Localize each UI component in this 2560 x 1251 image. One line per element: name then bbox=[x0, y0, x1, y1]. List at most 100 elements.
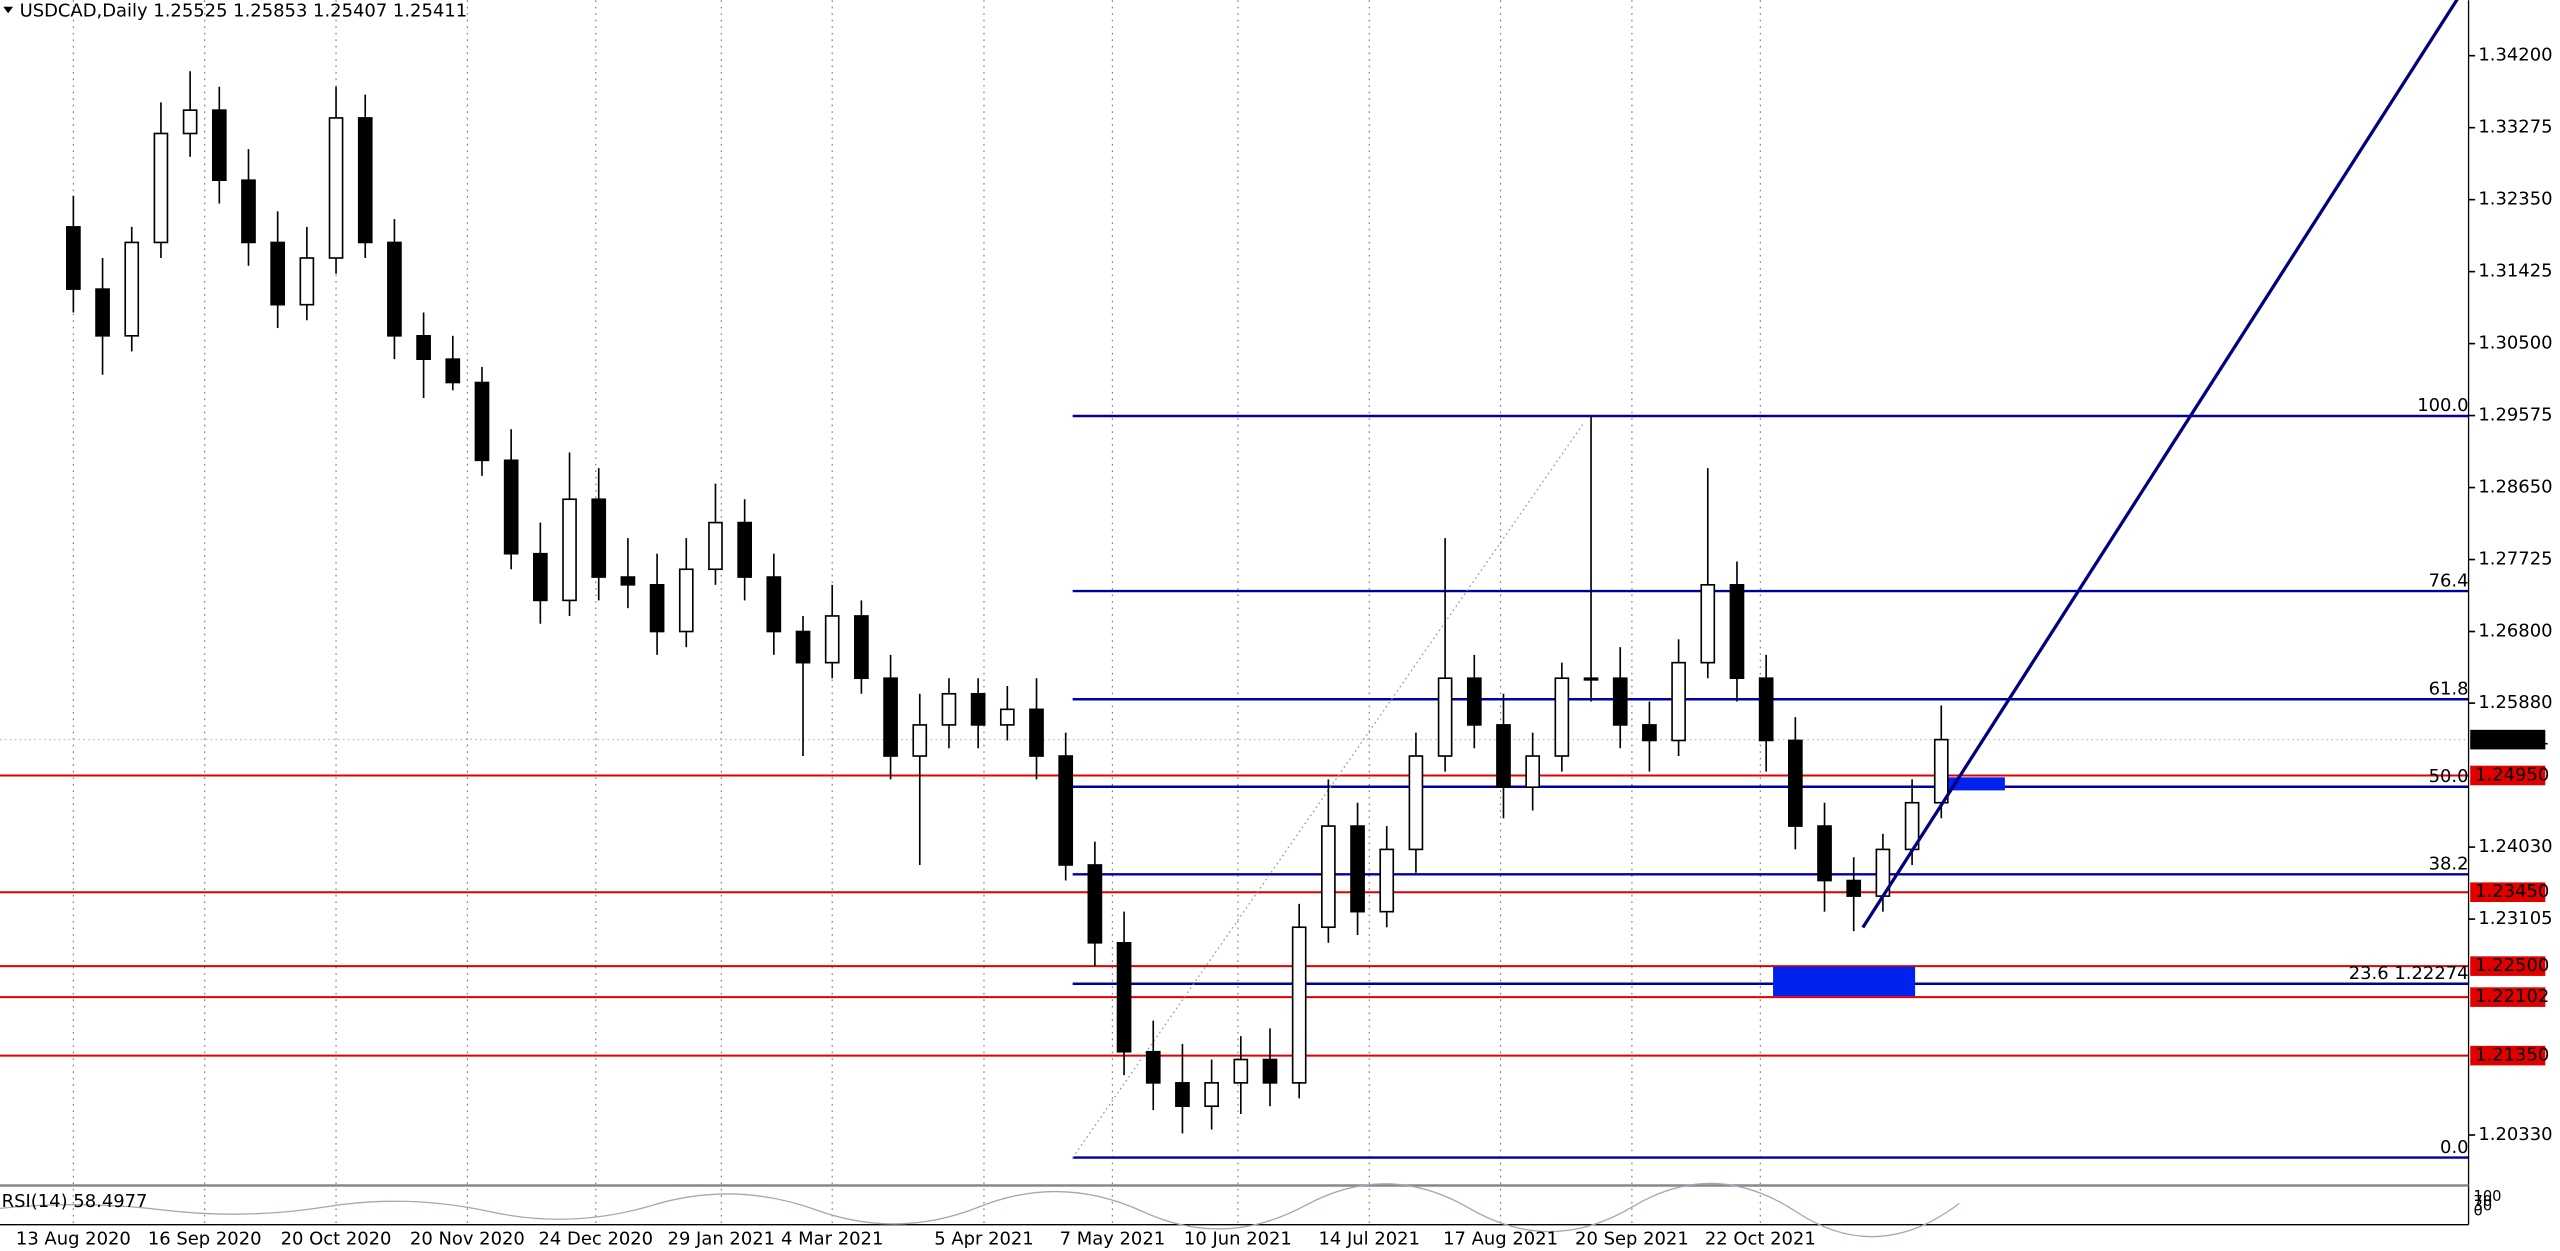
candle-body bbox=[737, 521, 752, 578]
x-tick-label: 14 Jul 2021 bbox=[1318, 1228, 1420, 1249]
candle-body bbox=[970, 692, 986, 726]
x-tick-label: 29 Jan 2021 bbox=[668, 1228, 776, 1249]
y-tick-label: 1.31425 bbox=[2478, 261, 2552, 282]
level-label: 1.24950 bbox=[2475, 764, 2549, 785]
candle-body bbox=[328, 117, 344, 259]
level-label: 1.22102 bbox=[2475, 986, 2549, 1007]
candle-body bbox=[182, 109, 198, 135]
candle-body bbox=[999, 708, 1015, 726]
levels: 100.0 76.4 61.8 50.0 38.2 23.6 1.22274 0.0 bbox=[0, 395, 2469, 1159]
candle-body bbox=[824, 615, 840, 664]
x-tick-label: 16 Sep 2020 bbox=[148, 1228, 262, 1249]
fib-label: 76.4 bbox=[2429, 570, 2469, 591]
candle-body bbox=[357, 117, 373, 244]
x-tick-label: 20 Oct 2020 bbox=[281, 1228, 392, 1249]
level-label: 1.21350 bbox=[2475, 1045, 2549, 1066]
x-tick-label: 22 Oct 2021 bbox=[1705, 1228, 1816, 1249]
fib-label: 0.0 bbox=[2440, 1137, 2469, 1158]
candle-body bbox=[1846, 879, 1862, 897]
axes: 13 Aug 2020 16 Sep 2020 20 Oct 2020 20 Nov … bbox=[16, 45, 2553, 1250]
x-tick-label: 20 Nov 2020 bbox=[410, 1228, 525, 1249]
rsi-label: RSI(14) 58.4977 bbox=[2, 1191, 148, 1212]
rsi-tick-label: 0 bbox=[2473, 1203, 2482, 1220]
fib-label: 61.8 bbox=[2429, 678, 2469, 699]
level-box bbox=[2470, 882, 2546, 903]
rsi-tick-label: 100 bbox=[2473, 1188, 2501, 1205]
x-tick-label: 5 Apr 2021 bbox=[934, 1228, 1033, 1249]
candle-body bbox=[1321, 825, 1336, 929]
x-tick-label: 17 Aug 2021 bbox=[1443, 1228, 1558, 1249]
candle-body bbox=[795, 630, 811, 664]
candle-body bbox=[416, 335, 431, 360]
level-box bbox=[2470, 1045, 2546, 1066]
candle-body bbox=[445, 358, 461, 384]
fib-label: 100.0 bbox=[2417, 395, 2468, 416]
y-tick-label: 1.29575 bbox=[2478, 405, 2552, 426]
candle-body bbox=[95, 288, 110, 337]
candle-body bbox=[533, 552, 548, 602]
x-tick-label: 7 May 2021 bbox=[1060, 1228, 1166, 1249]
candle-body bbox=[708, 521, 723, 571]
candle-body bbox=[766, 576, 782, 633]
y-tick-label: 1.26800 bbox=[2478, 621, 2552, 642]
candle-body bbox=[678, 568, 694, 633]
y-tick-label: 1.23105 bbox=[2478, 908, 2552, 929]
candle-body bbox=[474, 381, 490, 462]
x-tick-label: 20 Sep 2021 bbox=[1575, 1228, 1689, 1249]
candle-body bbox=[1933, 738, 1949, 804]
candle-body bbox=[1262, 1058, 1278, 1084]
candle-body bbox=[1087, 864, 1103, 944]
candle-body bbox=[591, 498, 607, 578]
candle-body bbox=[241, 179, 256, 244]
candle-body bbox=[1291, 926, 1307, 1084]
x-tick-label: 24 Dec 2020 bbox=[539, 1228, 654, 1249]
candle-body bbox=[1437, 677, 1453, 757]
candle-body bbox=[1408, 755, 1424, 851]
candle-body bbox=[912, 724, 928, 757]
candle-body bbox=[270, 241, 286, 306]
candle-body bbox=[387, 241, 402, 337]
candle-body bbox=[1029, 708, 1044, 757]
price-box bbox=[2470, 729, 2546, 750]
fib-diagonal bbox=[1072, 422, 1585, 1159]
candle-body bbox=[211, 109, 227, 182]
candle-body bbox=[153, 132, 169, 244]
zone-box bbox=[1773, 966, 1916, 997]
level-box bbox=[2470, 987, 2546, 1007]
candle-body bbox=[854, 615, 869, 680]
candle-body bbox=[1554, 677, 1570, 757]
candle-body bbox=[503, 459, 519, 555]
candle-body bbox=[941, 692, 957, 726]
rsi-tick-label: 70 bbox=[2473, 1193, 2492, 1210]
fib-label: 23.6 1.22274 bbox=[2349, 963, 2469, 984]
candle-body bbox=[1204, 1082, 1219, 1108]
candle-body bbox=[1175, 1082, 1190, 1108]
y-tick-label: 1.30500 bbox=[2478, 333, 2552, 354]
candle-body bbox=[1700, 584, 1716, 664]
candle-body bbox=[620, 576, 636, 586]
candle-body bbox=[1116, 941, 1132, 1053]
candle-body bbox=[1496, 724, 1511, 788]
candle-body bbox=[1729, 584, 1745, 680]
x-tick-label: 13 Aug 2020 bbox=[16, 1228, 131, 1249]
y-tick-label: 1.27725 bbox=[2478, 549, 2552, 570]
header: USDCAD,Daily 1.25525 1.25853 1.25407 1.2… bbox=[20, 1, 468, 22]
candle-body bbox=[1642, 724, 1657, 742]
candles bbox=[66, 71, 1949, 1134]
level-label: 1.22500 bbox=[2475, 955, 2549, 976]
level-box bbox=[2470, 956, 2546, 976]
grid bbox=[72, 0, 1761, 1225]
candle-body bbox=[649, 584, 665, 633]
y-tick-label: 1.33275 bbox=[2478, 117, 2552, 138]
y-tick-label: 1.25880 bbox=[2478, 692, 2552, 713]
candle-body bbox=[1671, 661, 1686, 742]
candle-body bbox=[1058, 755, 1074, 866]
menu-arrow[interactable] bbox=[3, 6, 14, 14]
candle-body bbox=[299, 257, 315, 306]
level-label: 1.23450 bbox=[2475, 881, 2549, 902]
x-tick-label: 4 Mar 2021 bbox=[781, 1228, 883, 1249]
price-label: 1.25411 bbox=[2475, 729, 2549, 750]
